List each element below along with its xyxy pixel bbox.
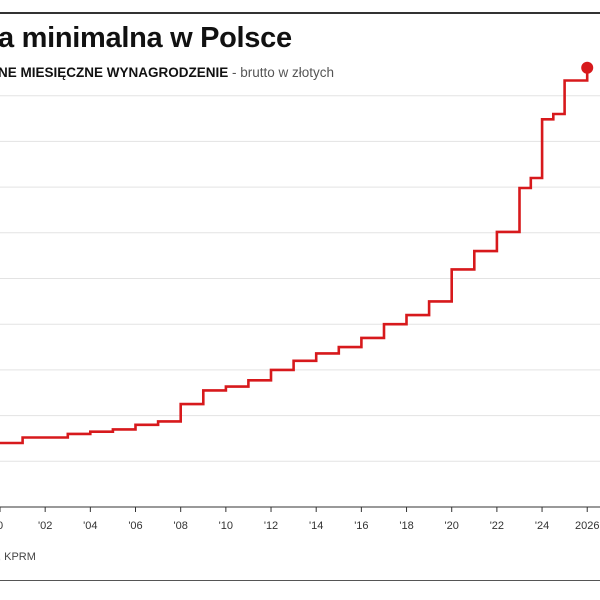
x-tick-label-5: '10 [219, 520, 233, 532]
top-rule [0, 12, 600, 14]
x-tick-labels: 0 '02 '04 '06 '08 '10 '12 '14 '16 '18 '20 '22 '24 202… [0, 507, 599, 532]
subtitle-main: NE MIESIĘCZNE WYNAGRODZENIE [0, 65, 229, 80]
x-tick-label-3: '06 [128, 520, 142, 532]
subtitle-unit: - brutto w złotych [228, 65, 335, 80]
series-layer [0, 61, 594, 445]
chart-title: a minimalna w Polsce [0, 22, 292, 54]
x-tick-label-11: '22 [490, 520, 504, 532]
bottom-rule [0, 580, 600, 581]
x-tick-label-1: '02 [38, 520, 52, 532]
x-tick-label-10: '20 [445, 520, 459, 532]
x-tick-label-7: '14 [309, 520, 323, 532]
x-tick-label-4: '08 [174, 520, 188, 532]
x-tick-label-9: '18 [399, 520, 413, 532]
x-tick-label-13: 2026 [575, 520, 599, 532]
x-tick-label-6: '12 [264, 520, 278, 532]
end-point-marker [581, 61, 594, 74]
x-tick-label-12: '24 [535, 520, 549, 532]
source-note: , KPRM [0, 551, 36, 563]
gridlines [0, 95, 600, 462]
x-tick-label-2: '04 [83, 520, 97, 532]
x-tick-label-8: '16 [354, 520, 368, 532]
x-tick-label-0: 0 [0, 520, 3, 532]
chart-subtitle: NE MIESIĘCZNE WYNAGRODZENIE - brutto w z… [0, 65, 334, 80]
series-line [0, 67, 589, 445]
